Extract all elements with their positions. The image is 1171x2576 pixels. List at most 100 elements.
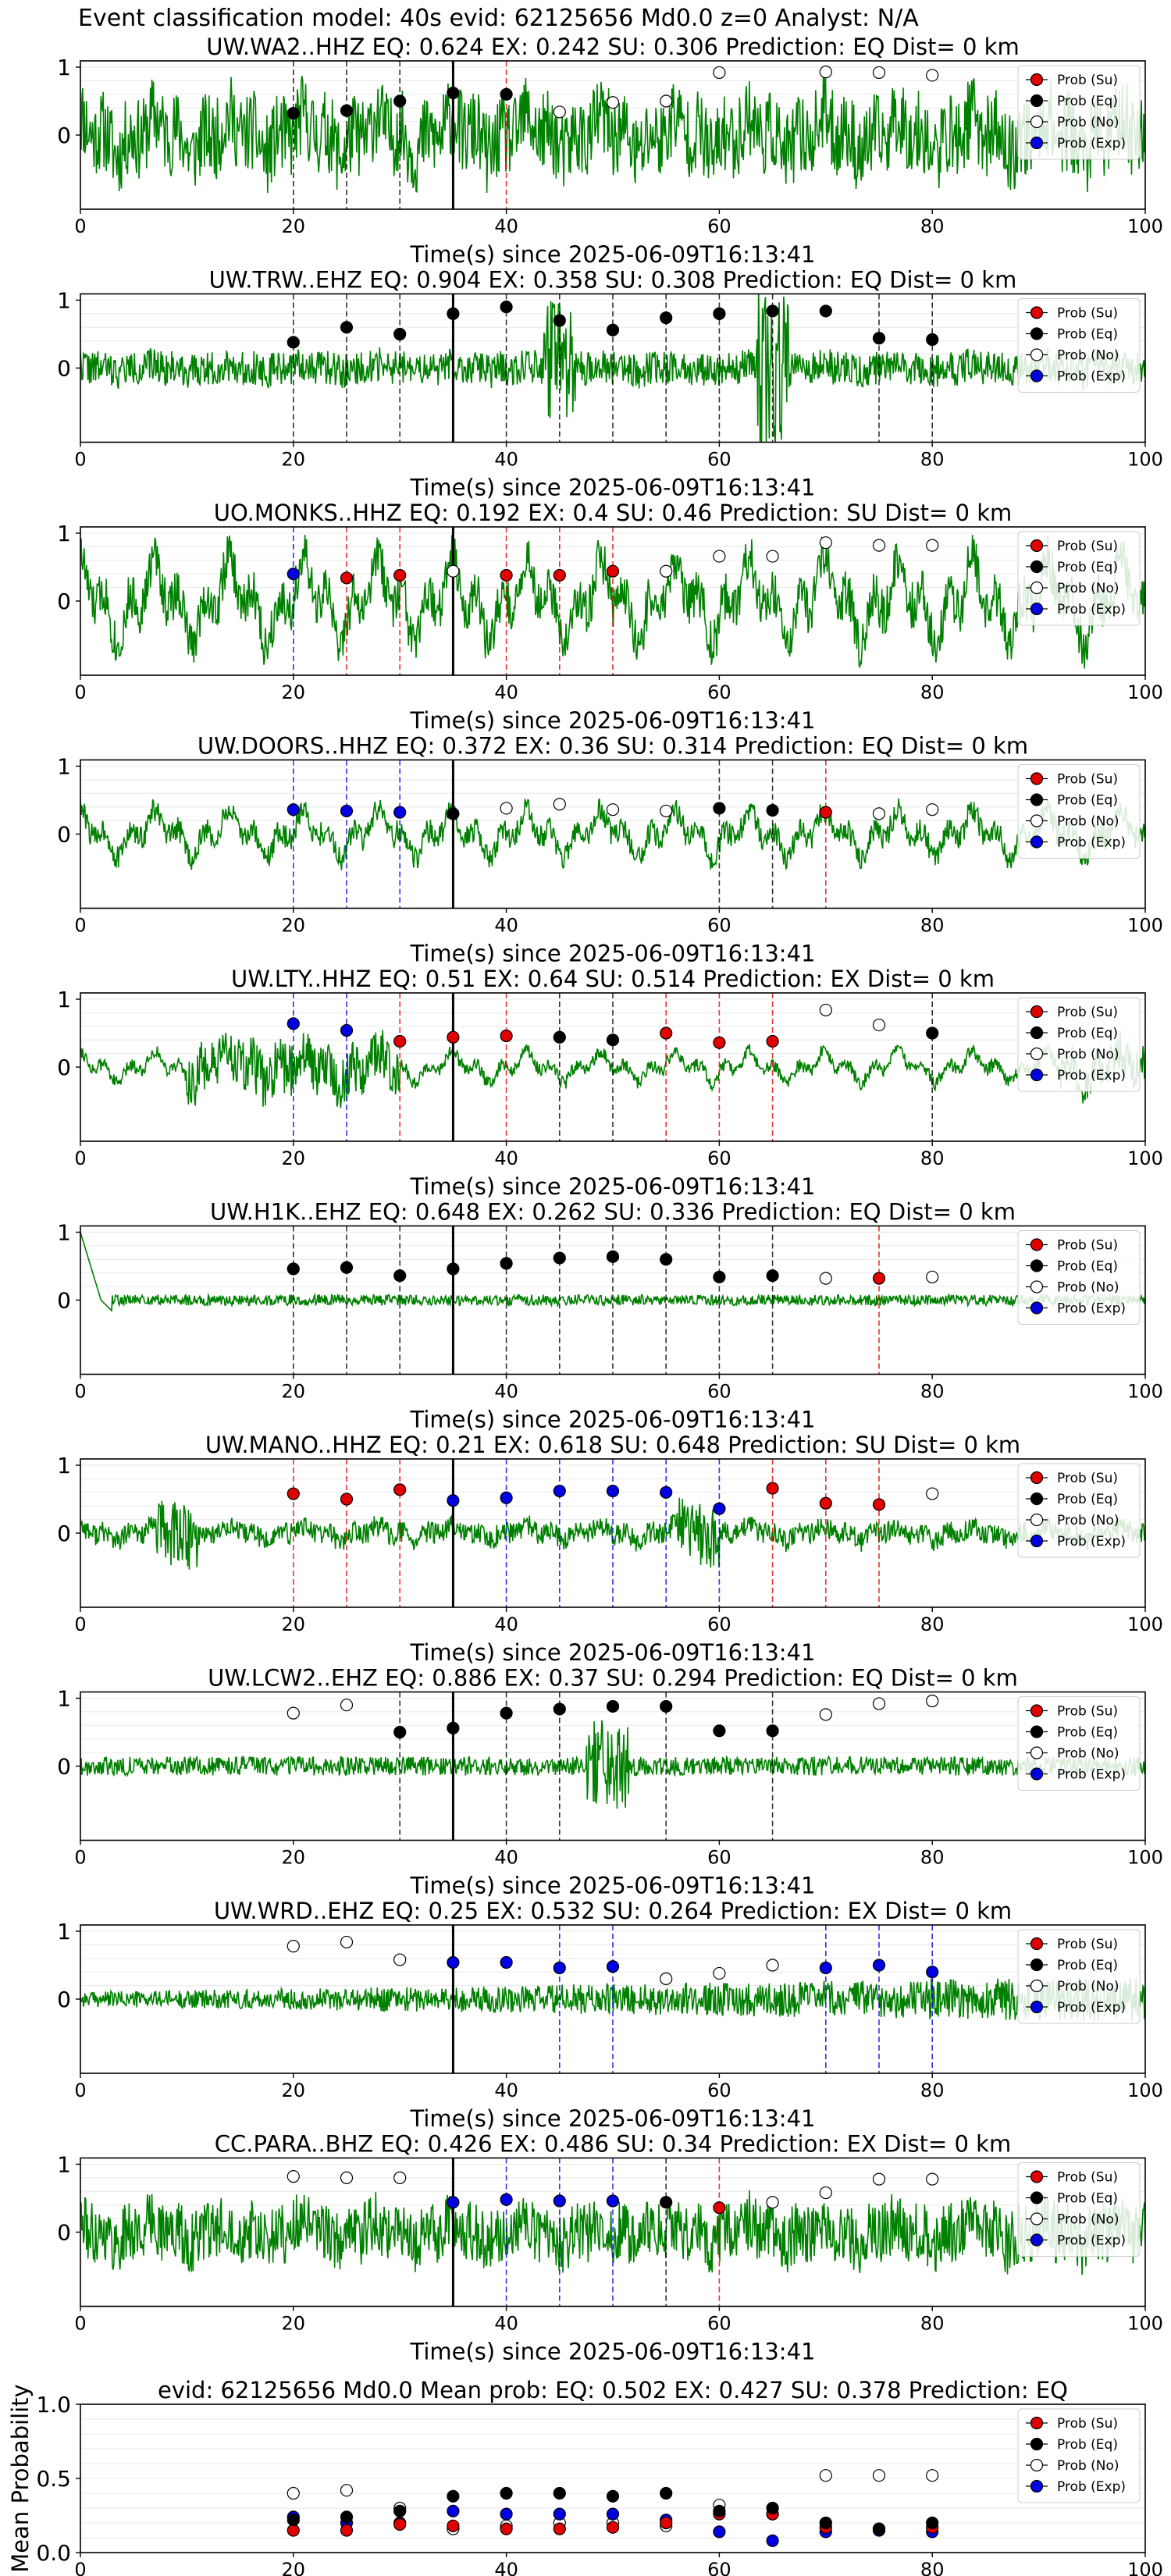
legend-label: Prob (No) bbox=[1057, 1746, 1119, 1762]
x-tick-label: 80 bbox=[920, 2559, 945, 2576]
x-tick-label: 100 bbox=[1127, 1614, 1163, 1635]
x-tick-label: 40 bbox=[494, 1147, 518, 1169]
prob-point-no bbox=[872, 2172, 886, 2186]
waveform-trace bbox=[80, 1497, 1145, 1570]
station-panel-1: UW.TRW..EHZ EQ: 0.904 EX: 0.358 SU: 0.30… bbox=[57, 267, 1163, 501]
prob-point-exp bbox=[393, 806, 407, 819]
legend-marker bbox=[1030, 1005, 1044, 1019]
x-tick-label: 0 bbox=[74, 1381, 86, 1403]
legend-marker bbox=[1030, 1280, 1044, 1293]
legend-box bbox=[1017, 298, 1141, 393]
y-tick-label: 1 bbox=[57, 521, 71, 546]
prob-point-su bbox=[500, 2522, 513, 2535]
prob-point-exp bbox=[606, 2507, 620, 2521]
legend-marker bbox=[1030, 1767, 1044, 1781]
plot-content bbox=[80, 760, 1145, 909]
legend-label: Prob (No) bbox=[1057, 814, 1119, 830]
station-panel-9: CC.PARA..BHZ EQ: 0.426 EX: 0.486 SU: 0.3… bbox=[57, 2131, 1163, 2365]
legend-label: Prob (Su) bbox=[1057, 1704, 1118, 1720]
legend-label: Prob (No) bbox=[1057, 2458, 1119, 2474]
prob-point-su bbox=[447, 1030, 460, 1044]
prob-point-eq bbox=[606, 323, 620, 336]
legend-marker bbox=[1030, 2170, 1044, 2183]
legend-box bbox=[1017, 2408, 1141, 2503]
y-tick-label: 0 bbox=[57, 2220, 71, 2246]
legend: Prob (Su) Prob (Eq) Prob (No) Prob (Exp) bbox=[1017, 531, 1141, 626]
panel-title: UW.WA2..HHZ EQ: 0.624 EX: 0.242 SU: 0.30… bbox=[206, 34, 1019, 60]
prob-point-su bbox=[393, 568, 407, 582]
legend-marker bbox=[1030, 369, 1044, 382]
legend-label: Prob (Exp) bbox=[1057, 1534, 1126, 1550]
x-axis-label: Time(s) since 2025-06-09T16:13:41 bbox=[410, 707, 816, 734]
prob-point-su bbox=[819, 1496, 832, 1510]
legend-marker bbox=[1030, 1725, 1044, 1738]
prob-point-su bbox=[872, 1272, 886, 1285]
y-tick-label: 1 bbox=[57, 987, 71, 1012]
prob-point-su bbox=[340, 2524, 354, 2537]
prob-point-eq bbox=[500, 87, 513, 101]
prob-point-exp bbox=[819, 1961, 832, 1975]
prob-point-su bbox=[713, 1036, 726, 1049]
panel-title: evid: 62125656 Md0.0 Mean prob: EQ: 0.50… bbox=[158, 2377, 1068, 2403]
x-tick-label: 0 bbox=[74, 215, 86, 237]
prob-point-eq bbox=[766, 803, 779, 817]
prob-point-eq bbox=[713, 1724, 726, 1738]
legend: Prob (Su) Prob (Eq) Prob (No) Prob (Exp) bbox=[1017, 65, 1141, 160]
prob-point-no bbox=[819, 2186, 832, 2200]
legend-marker bbox=[1030, 2212, 1044, 2226]
prob-point-eq bbox=[606, 2489, 620, 2503]
prob-point-eq bbox=[340, 2510, 354, 2524]
y-tick-label: 0 bbox=[57, 822, 71, 848]
legend-marker bbox=[1030, 115, 1044, 129]
legend-label: Prob (Su) bbox=[1057, 1238, 1118, 1254]
prob-point-eq bbox=[926, 2516, 939, 2530]
x-tick-label: 80 bbox=[920, 2313, 945, 2335]
legend-label: Prob (Eq) bbox=[1057, 327, 1118, 343]
prob-point-no bbox=[287, 1940, 300, 1953]
prob-point-su bbox=[287, 1487, 300, 1500]
x-tick-label: 60 bbox=[707, 2080, 731, 2101]
prob-point-eq bbox=[872, 332, 886, 345]
legend-label: Prob (Eq) bbox=[1057, 793, 1118, 809]
prob-point-exp bbox=[766, 2534, 779, 2547]
prob-point-su bbox=[553, 568, 566, 582]
legend-marker bbox=[1030, 1746, 1044, 1759]
x-tick-label: 20 bbox=[282, 215, 306, 237]
x-tick-label: 80 bbox=[920, 915, 945, 937]
legend-marker bbox=[1030, 2233, 1044, 2247]
prob-point-exp bbox=[606, 2194, 620, 2208]
x-tick-label: 0 bbox=[74, 915, 86, 937]
prob-point-su bbox=[500, 568, 513, 582]
legend-marker bbox=[1030, 581, 1044, 595]
prob-point-no bbox=[819, 2469, 832, 2482]
prob-point-eq bbox=[553, 1030, 566, 1044]
legend-label: Prob (No) bbox=[1057, 115, 1119, 130]
legend-marker bbox=[1030, 835, 1044, 849]
prob-point-su bbox=[872, 1498, 886, 1511]
station-panel-4: UW.LTY..HHZ EQ: 0.51 EX: 0.64 SU: 0.514 … bbox=[57, 966, 1163, 1200]
x-tick-label: 40 bbox=[494, 2080, 518, 2101]
prob-point-exp bbox=[553, 1484, 566, 1498]
x-tick-label: 0 bbox=[74, 1847, 86, 1869]
prob-point-no bbox=[926, 1270, 939, 1284]
prob-point-eq bbox=[713, 802, 726, 815]
prob-point-su bbox=[340, 571, 354, 585]
legend-label: Prob (Exp) bbox=[1057, 2233, 1126, 2249]
y-tick-label: 0 bbox=[57, 1754, 71, 1780]
prob-point-eq bbox=[660, 2486, 673, 2500]
prob-point-eq bbox=[713, 2504, 726, 2517]
prob-point-su bbox=[393, 1483, 407, 1496]
prob-point-no bbox=[872, 1697, 886, 1710]
legend-label: Prob (Eq) bbox=[1057, 560, 1118, 575]
plot-content bbox=[80, 1459, 1145, 1607]
legend-label: Prob (Su) bbox=[1057, 306, 1118, 322]
x-tick-label: 20 bbox=[282, 1614, 306, 1635]
waveform-trace bbox=[80, 75, 1145, 194]
prob-point-exp bbox=[553, 2194, 566, 2208]
prob-point-no bbox=[713, 66, 726, 80]
x-tick-label: 20 bbox=[282, 681, 306, 703]
x-tick-label: 100 bbox=[1127, 2313, 1163, 2335]
prob-point-no bbox=[340, 2484, 354, 2497]
panel-title: UW.LTY..HHZ EQ: 0.51 EX: 0.64 SU: 0.514 … bbox=[231, 966, 995, 992]
legend-label: Prob (Exp) bbox=[1057, 1068, 1126, 1083]
